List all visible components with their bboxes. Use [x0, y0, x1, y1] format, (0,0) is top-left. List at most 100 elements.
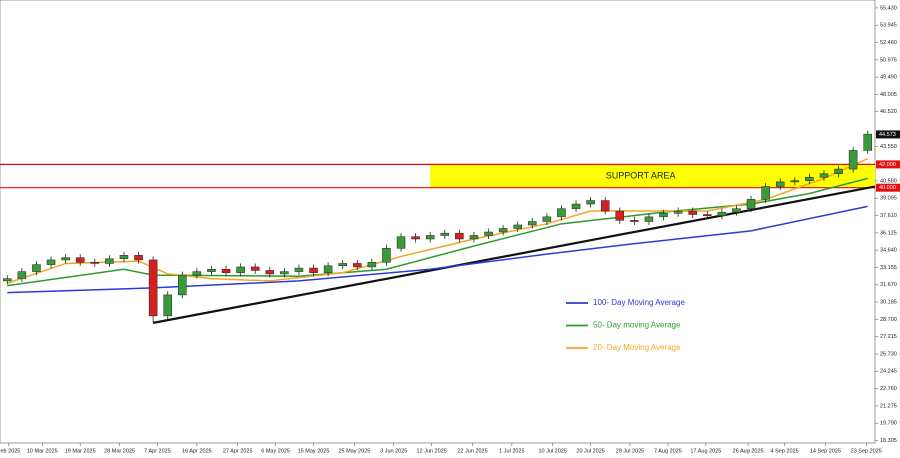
- candle-body: [673, 210, 683, 214]
- x-tick-label: 22 Jun 2025: [457, 448, 487, 454]
- candle-body: [586, 200, 595, 205]
- last-price-label: 44.573: [879, 132, 896, 138]
- candle-body: [32, 264, 41, 272]
- candle-body: [367, 262, 377, 268]
- x-tick-label: Feb 2025: [0, 448, 20, 454]
- x-tick-label: 10 Jul 2025: [538, 448, 566, 454]
- price-tag-bg: [876, 160, 900, 169]
- plot-frame: [0, 0, 876, 444]
- x-tick-label: 10 Mar 2025: [27, 448, 58, 454]
- y-tick-label: 52.460: [880, 40, 897, 46]
- candle-body: [280, 271, 289, 275]
- price-tag: 40.000: [879, 185, 896, 191]
- candle-body: [294, 267, 304, 272]
- candle-body: [469, 235, 479, 240]
- price-tag: 42.000: [879, 162, 896, 168]
- candle-body: [863, 133, 872, 151]
- candle-body: [309, 267, 318, 274]
- y-tick-label: 24.245: [880, 369, 897, 375]
- x-tick-label: 26 Aug 2025: [733, 448, 764, 454]
- candle-body: [75, 257, 85, 263]
- x-tick-label: 20 Jul 2025: [576, 448, 604, 454]
- y-tick-label: 55.430: [880, 5, 897, 11]
- candle-body: [703, 214, 712, 216]
- candle-body: [148, 259, 158, 317]
- support-area: [430, 164, 875, 188]
- candle-body: [323, 265, 333, 274]
- candle-body: [834, 168, 843, 174]
- x-tick-label: 23 Sep 2025: [851, 448, 882, 454]
- candle-body: [425, 235, 435, 240]
- candle-body: [455, 232, 464, 240]
- candle-body: [411, 236, 420, 240]
- candle-body: [265, 270, 275, 275]
- candle-body: [761, 186, 770, 200]
- x-tick-label: 17 Aug 2025: [690, 448, 721, 454]
- candle-body: [236, 266, 245, 274]
- candle-body: [717, 211, 727, 216]
- candle-body: [163, 294, 172, 317]
- x-tick-label: 14 Sep 2025: [810, 448, 841, 454]
- x-tick-label: 25 May 2025: [338, 448, 370, 454]
- candle-body: [250, 266, 260, 271]
- candle-body: [600, 200, 610, 212]
- x-tick-label: 27 Apr 2025: [223, 448, 253, 454]
- candle-body: [790, 180, 800, 183]
- candle-body: [207, 269, 216, 272]
- candle-body: [659, 213, 668, 218]
- candle-body: [61, 257, 70, 261]
- x-tick-label: 12 Jun 2025: [417, 448, 447, 454]
- x-tick-label: 29 Jul 2025: [616, 448, 644, 454]
- y-tick-label: 27.215: [880, 334, 897, 340]
- price-tag-bg: [876, 183, 900, 192]
- y-tick-label: 18.305: [880, 438, 897, 444]
- candle-body: [498, 228, 508, 233]
- legend-label: 20- Day Moving Average: [593, 343, 681, 352]
- candle-body: [630, 220, 639, 222]
- candle-body: [484, 231, 493, 236]
- candle-body: [134, 255, 143, 261]
- y-tick-label: 46.520: [880, 109, 897, 115]
- y-tick-label: 49.490: [880, 75, 897, 81]
- legend-label: 50- Day moving Average: [593, 321, 681, 330]
- trend-line: [152, 185, 876, 324]
- candle-body: [17, 271, 27, 279]
- y-tick-label: 28.700: [880, 317, 897, 323]
- candle-body: [90, 262, 100, 264]
- y-tick-label: 22.760: [880, 386, 897, 392]
- candle-body: [353, 263, 362, 268]
- candle-body: [105, 258, 114, 264]
- x-tick-label: 28 Mar 2025: [104, 448, 135, 454]
- y-tick-label: 33.155: [880, 265, 897, 271]
- x-tick-label: 4 Sep 2025: [771, 448, 799, 454]
- last-price-bg: [876, 130, 900, 139]
- candle-body: [571, 203, 581, 209]
- candle-body: [396, 236, 406, 249]
- candle-body: [805, 176, 814, 181]
- x-tick-label: 7 Apr 2025: [144, 448, 171, 454]
- y-tick-label: 53.945: [880, 23, 897, 29]
- y-tick-label: 30.185: [880, 300, 897, 306]
- support-label: SUPPORT AREA: [606, 170, 676, 180]
- candle-body: [382, 248, 391, 263]
- y-tick-label: 19.790: [880, 421, 897, 427]
- y-tick-label: 34.640: [880, 248, 897, 254]
- moving-average-line: [7, 205, 868, 294]
- candle-body: [221, 269, 231, 274]
- candle-body: [3, 278, 12, 282]
- y-tick-label: 36.125: [880, 230, 897, 236]
- candle-body: [440, 232, 450, 236]
- y-tick-label: 21.275: [880, 403, 897, 409]
- x-tick-label: 15 May 2025: [298, 448, 330, 454]
- candle-body: [644, 216, 654, 222]
- legend-label: 100- Day Moving Average: [593, 298, 685, 307]
- x-tick-label: 6 May 2025: [261, 448, 290, 454]
- x-tick-label: 1 Jul 2025: [499, 448, 524, 454]
- y-tick-label: 50.975: [880, 57, 897, 63]
- candle-body: [746, 199, 756, 209]
- moving-average-line: [7, 177, 868, 287]
- y-tick-label: 43.550: [880, 144, 897, 150]
- x-tick-label: 3 Jun 2025: [380, 448, 407, 454]
- candle-body: [615, 210, 625, 221]
